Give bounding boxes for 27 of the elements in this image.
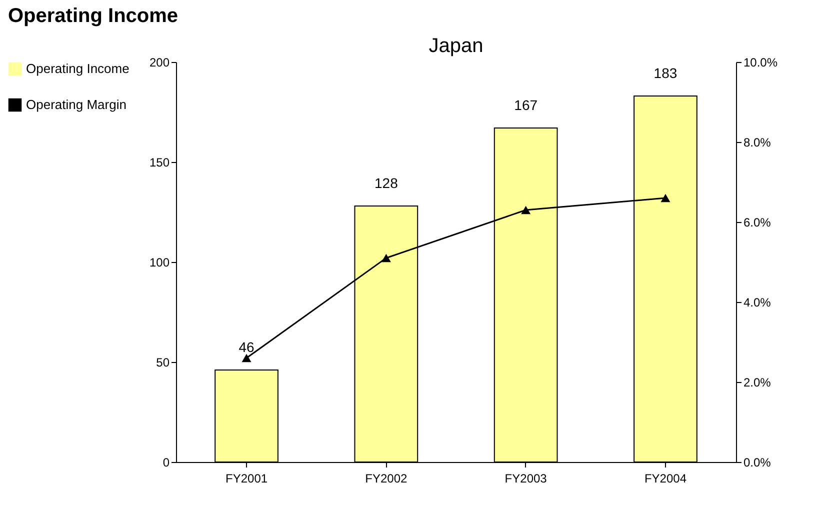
- y2-tick-label: 4.0%: [744, 296, 772, 310]
- y2-tick-label: 10.0%: [744, 56, 778, 70]
- y-tick-label: 50: [156, 356, 170, 370]
- x-tick-label: FY2004: [644, 472, 687, 486]
- legend-label: Operating Income: [26, 61, 130, 76]
- x-tick-label: FY2003: [504, 472, 548, 486]
- chart-title: Operating Income: [8, 5, 178, 27]
- y2-tick-label: 6.0%: [744, 216, 772, 230]
- y2-tick-label: 2.0%: [744, 376, 772, 390]
- y-tick-label: 0: [162, 456, 170, 470]
- chart-subtitle: Japan: [428, 35, 484, 57]
- x-tick-label: FY2002: [365, 472, 408, 486]
- legend-label: Operating Margin: [26, 97, 126, 112]
- point: [242, 354, 252, 362]
- data-label: 128: [374, 175, 398, 191]
- point: [381, 254, 391, 262]
- point: [521, 206, 531, 214]
- y-tick-label: 200: [149, 56, 170, 70]
- y-tick-label: 100: [149, 256, 170, 270]
- y2-tick-label: 8.0%: [744, 136, 772, 150]
- data-label: 183: [654, 65, 678, 81]
- y-tick-label: 150: [149, 156, 170, 170]
- point: [660, 194, 670, 202]
- x-tick-label: FY2001: [226, 472, 268, 486]
- data-label: 167: [514, 97, 538, 113]
- data-label: 46: [238, 339, 255, 355]
- y2-tick-label: 0.0%: [744, 456, 772, 470]
